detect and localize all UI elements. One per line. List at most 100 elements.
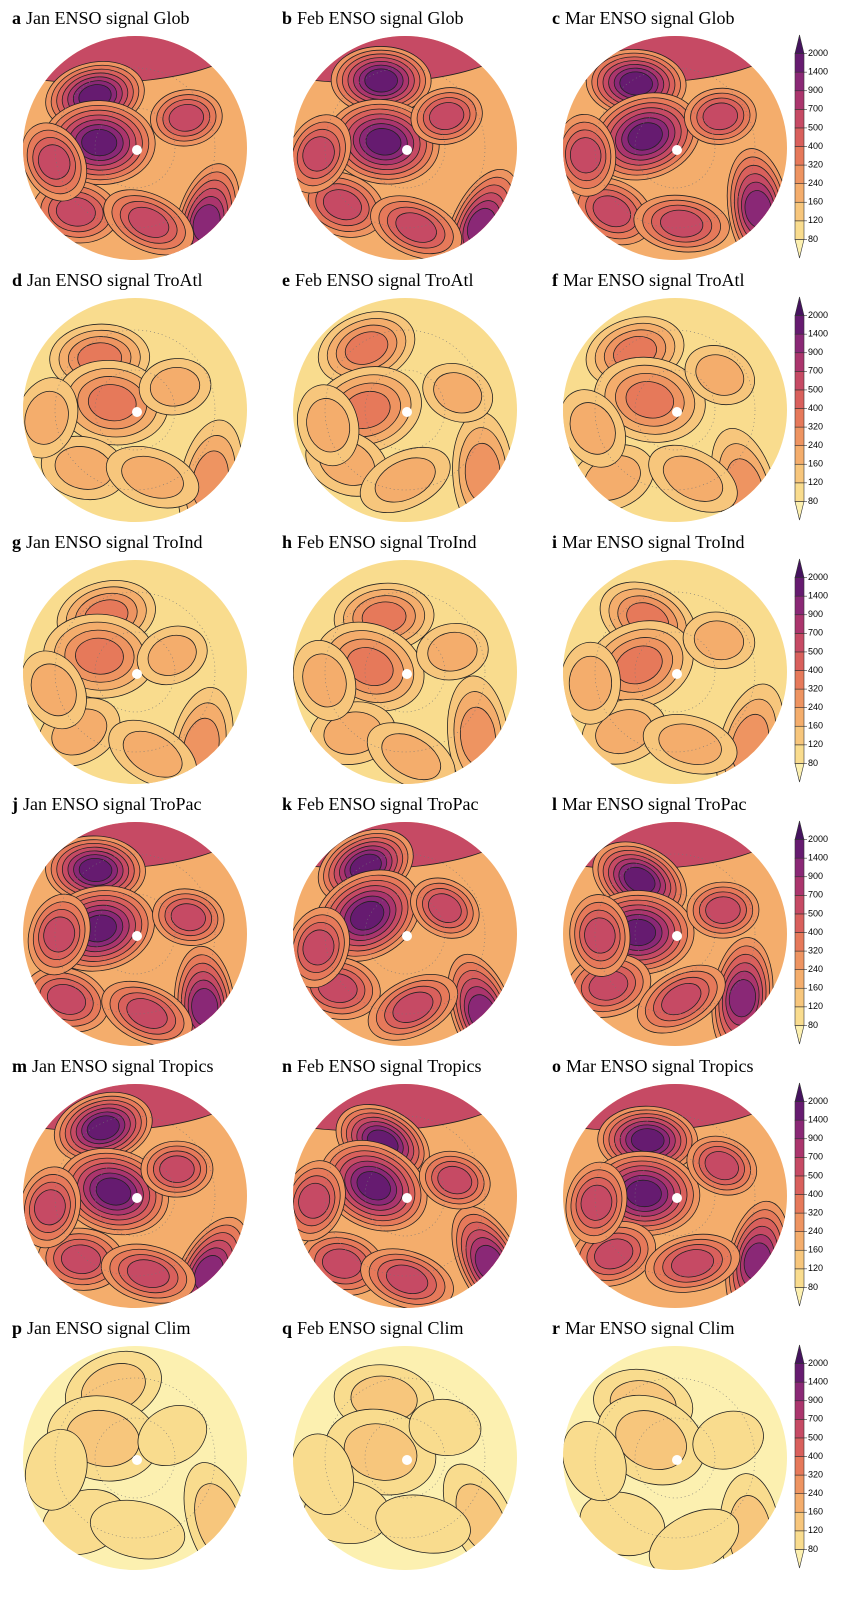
colorbar-segment (795, 316, 804, 335)
colorbar-segment (795, 353, 804, 372)
panel-text: Mar ENSO signal Glob (565, 8, 735, 28)
panel-letter: o (552, 1056, 561, 1076)
colorbar-label: 160 (808, 1507, 823, 1517)
colorbar-label: 240 (808, 1488, 823, 1498)
panel-text: Mar ENSO signal TroPac (562, 794, 747, 814)
colorbar-label: 320 (808, 1469, 823, 1479)
pole-dot (132, 931, 142, 941)
map (283, 1346, 537, 1588)
panel-title: dJan ENSO signal TroAtl (12, 270, 203, 290)
panel-letter: c (552, 8, 560, 28)
panel-letter: k (282, 794, 292, 814)
colorbar-label: 1400 (808, 853, 828, 863)
panel-letter: h (282, 532, 292, 552)
colorbar-segment (795, 1457, 804, 1476)
contour (569, 656, 612, 710)
colorbar-segment (795, 1401, 804, 1420)
colorbar-segment (795, 652, 804, 671)
colorbar-label: 700 (808, 628, 823, 638)
panel-title: fMar ENSO signal TroAtl (552, 270, 745, 290)
colorbar-label: 900 (808, 85, 823, 95)
panel-title: cMar ENSO signal Glob (552, 8, 735, 28)
panel-title: oMar ENSO signal Tropics (552, 1056, 754, 1076)
pole-dot (132, 669, 142, 679)
map (560, 560, 796, 810)
colorbar-label: 900 (808, 1133, 823, 1143)
panel-text: Feb ENSO signal TroAtl (295, 270, 474, 290)
panel-text: Jan ENSO signal TroInd (26, 532, 203, 552)
colorbar-segment (795, 914, 804, 933)
panel-text: Jan ENSO signal Clim (27, 1318, 191, 1338)
colorbar-label: 80 (808, 234, 818, 244)
colorbar-triangle (795, 501, 804, 520)
colorbar-label: 320 (808, 683, 823, 693)
colorbar-segment (795, 1139, 804, 1158)
colorbar-segment (795, 933, 804, 952)
colorbar-label: 2000 (808, 310, 828, 320)
colorbar-label: 80 (808, 1544, 818, 1554)
colorbar-segment (795, 72, 804, 91)
colorbar-label: 500 (808, 122, 823, 132)
contour (705, 896, 740, 923)
pole-dot (402, 145, 412, 155)
colorbar-label: 500 (808, 646, 823, 656)
colorbar-label: 160 (808, 1245, 823, 1255)
colorbar-label: 2000 (808, 48, 828, 58)
map (0, 779, 247, 1070)
colorbar-label: 700 (808, 104, 823, 114)
map (8, 560, 247, 813)
colorbar-label: 1400 (808, 1115, 828, 1125)
colorbar-label: 400 (808, 1189, 823, 1199)
panel-title: nFeb ENSO signal Tropics (282, 1056, 482, 1076)
colorbar-segment (795, 745, 804, 764)
colorbar-segment (795, 427, 804, 446)
colorbar-label: 500 (808, 1170, 823, 1180)
map (283, 560, 517, 805)
colorbar-label: 400 (808, 927, 823, 937)
colorbar-segment (795, 483, 804, 502)
panel-title: hFeb ENSO signal TroInd (282, 532, 477, 552)
panel-letter: q (282, 1318, 292, 1338)
colorbar-segment (795, 202, 804, 221)
colorbar-label: 120 (808, 477, 823, 487)
colorbar-label: 700 (808, 1414, 823, 1424)
colorbar-label: 320 (808, 1207, 823, 1217)
panel-text: Jan ENSO signal TroAtl (27, 270, 203, 290)
map (485, 1041, 799, 1327)
pole-dot (402, 931, 412, 941)
colorbar-label: 400 (808, 141, 823, 151)
pole-dot (672, 145, 682, 155)
colorbar-label: 240 (808, 178, 823, 188)
panel-title: rMar ENSO signal Clim (552, 1318, 735, 1338)
colorbar-label: 2000 (808, 834, 828, 844)
colorbar-label: 900 (808, 871, 823, 881)
colorbar-triangle (795, 821, 804, 840)
map (485, 779, 787, 1062)
colorbar-segment (795, 1269, 804, 1288)
colorbar-segment (795, 615, 804, 634)
panel-text: Feb ENSO signal Glob (297, 8, 464, 28)
panel-text: Jan ENSO signal TroPac (23, 794, 202, 814)
panel-text: Mar ENSO signal TroInd (562, 532, 745, 552)
colorbar-label: 1400 (808, 329, 828, 339)
pole-dot (672, 669, 682, 679)
colorbar-label: 2000 (808, 572, 828, 582)
map (551, 1346, 787, 1598)
panel-text: Feb ENSO signal Tropics (297, 1056, 482, 1076)
colorbar-segment (795, 1102, 804, 1121)
colorbar-label: 160 (808, 459, 823, 469)
colorbar-label: 500 (808, 1432, 823, 1442)
colorbar-segment (795, 1007, 804, 1026)
colorbar-label: 80 (808, 758, 818, 768)
panel-letter: e (282, 270, 290, 290)
colorbar-segment (795, 1213, 804, 1232)
colorbar-segment (795, 877, 804, 896)
colorbar-label: 80 (808, 1020, 818, 1030)
colorbar-triangle (795, 297, 804, 316)
panel-text: Mar ENSO signal Tropics (566, 1056, 754, 1076)
colorbar-label: 900 (808, 1395, 823, 1405)
panel-letter: d (12, 270, 22, 290)
colorbar-segment (795, 895, 804, 914)
